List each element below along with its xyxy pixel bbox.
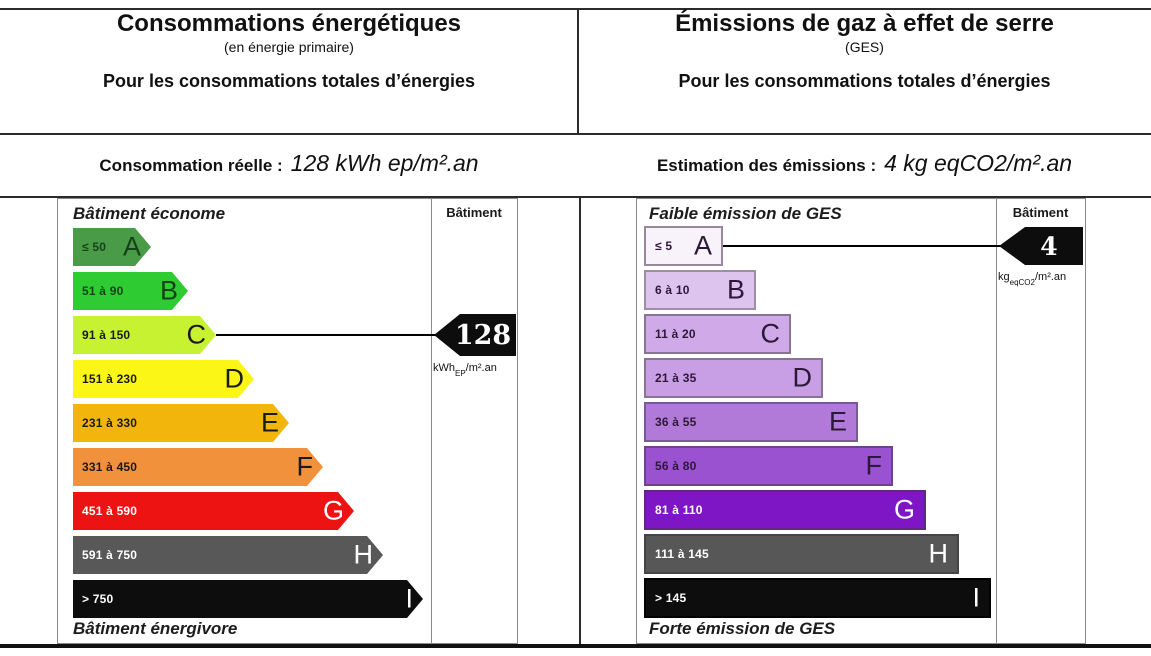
energy-chart-box: Bâtiment économe Bâtiment énergivore Bâtim… (57, 198, 518, 644)
energy-range-A: ≤ 50 (82, 240, 107, 254)
energy-header: Consommations énergétiques (en énergie p… (0, 10, 578, 92)
energy-reading-value: 128 kWh ep/m².an (290, 150, 479, 176)
energy-scope: Pour les consommations totales d’énergie… (102, 71, 476, 91)
energy-letter-G: G (322, 495, 344, 526)
energy-letter-H: H (353, 539, 373, 570)
ges-reading-label: Estimation des émissions : (656, 156, 877, 175)
ges-letter-A: A (693, 230, 712, 261)
energy-letter-D: D (224, 363, 244, 394)
energy-unit-part: /m².an (465, 362, 497, 374)
energy-letter-A: A (122, 231, 141, 262)
charts-divider (579, 196, 581, 648)
energy-reading: Consommation réelle : 128 kWh ep/m².an (0, 150, 578, 186)
header-divider (577, 8, 579, 135)
ges-title: Émissions de gaz à effet de serre (675, 10, 1054, 37)
ges-range-E: 36 à 55 (655, 415, 697, 429)
energy-unit-part: EP (455, 369, 466, 379)
ges-range-D: 21 à 35 (655, 371, 697, 385)
ges-header: Émissions de gaz à effet de serre (GES) … (578, 10, 1151, 92)
ges-range-G: 81 à 110 (655, 503, 703, 517)
energy-bar-I: > 750 I (73, 580, 423, 618)
ges-range-F: 56 à 80 (655, 459, 697, 473)
ges-letter-H: H (928, 538, 949, 569)
ges-letter-B: B (726, 274, 745, 305)
energy-range-I: > 750 (82, 592, 114, 606)
energy-unit-part: kWh (433, 362, 455, 374)
ges-bar-B: 6 à 10 B (644, 270, 756, 310)
ges-unit-part: /m².an (1034, 271, 1067, 283)
ges-letter-E: E (828, 406, 847, 437)
energy-letter-F: F (296, 451, 313, 482)
energy-indicator-value: 128 (454, 319, 512, 351)
energy-range-C: 91 à 150 (82, 328, 131, 342)
ges-indicator-line (723, 245, 1013, 247)
energy-top-label: Bâtiment économe (73, 204, 226, 223)
energy-column-divider (431, 199, 432, 643)
energy-unit-label: kWhEP/m².an (433, 362, 517, 379)
ges-letter-D: D (792, 362, 813, 393)
energy-letter-C: C (186, 319, 206, 350)
top-rule (0, 8, 1151, 10)
energy-bar-C: 91 à 150 C (73, 316, 216, 354)
ges-bottom-label: Forte émission de GES (649, 619, 836, 638)
energy-range-D: 151 à 230 (82, 372, 138, 386)
energy-range-G: 451 à 590 (82, 504, 138, 518)
ges-indicator-value: 4 (1040, 231, 1058, 261)
ges-bar-H: 111 à 145 H (644, 534, 959, 574)
ges-letter-F: F (865, 450, 883, 481)
energy-bar-G: 451 à 590 G (73, 492, 354, 530)
energy-range-B: 51 à 90 (82, 284, 124, 298)
ges-bar-E: 36 à 55 E (644, 402, 858, 442)
energy-title: Consommations énergétiques (116, 10, 462, 37)
ges-column-divider (996, 199, 997, 643)
ges-letter-G: G (893, 494, 915, 525)
energy-bar-E: 231 à 330 E (73, 404, 289, 442)
header-bottom-rule (0, 133, 1151, 135)
energy-range-H: 591 à 750 (82, 548, 138, 562)
energy-letter-B: B (159, 275, 178, 306)
energy-indicator-arrow: 128 (434, 314, 516, 356)
ges-range-A: ≤ 5 (655, 239, 673, 253)
energy-indicator-line (216, 334, 448, 336)
ges-bar-D: 21 à 35 D (644, 358, 823, 398)
ges-subtitle: (GES) (845, 39, 884, 55)
energy-range-F: 331 à 450 (82, 460, 138, 474)
energy-bar-F: 331 à 450 F (73, 448, 323, 486)
ges-top-label: Faible émission de GES (649, 204, 842, 223)
ges-unit-part: kg (998, 271, 1010, 283)
ges-column-header: Bâtiment (1012, 205, 1069, 220)
ges-indicator-arrow: 4 (999, 227, 1083, 265)
ges-letter-I: I (972, 582, 980, 613)
ges-reading: Estimation des émissions : 4 kg eqCO2/m²… (578, 150, 1151, 186)
energy-bottom-label: Bâtiment énergivore (73, 619, 238, 638)
ges-bar-I: > 145 I (644, 578, 991, 618)
ges-bar-C: 11 à 20 C (644, 314, 791, 354)
ges-range-H: 111 à 145 (655, 547, 709, 561)
bottom-rule (0, 644, 1151, 648)
energy-subtitle: (en énergie primaire) (224, 39, 354, 55)
energy-bar-B: 51 à 90 B (73, 272, 188, 310)
energy-column-header: Bâtiment (446, 205, 502, 220)
ges-unit-label: kgeqCO2/m².an (998, 271, 1085, 288)
ges-scope: Pour les consommations totales d’énergie… (678, 71, 1051, 91)
ges-chart-box: Faible émission de GES Forte émission de … (636, 198, 1086, 644)
energy-range-E: 231 à 330 (82, 416, 138, 430)
energy-bar-H: 591 à 750 H (73, 536, 383, 574)
energy-bar-D: 151 à 230 D (73, 360, 254, 398)
ges-letter-C: C (760, 318, 781, 349)
ges-range-I: > 145 (655, 591, 687, 605)
ges-bar-A: ≤ 5 A (644, 226, 723, 266)
energy-bar-A: ≤ 50 A (73, 228, 151, 266)
ges-range-B: 6 à 10 (655, 283, 690, 297)
energy-reading-label: Consommation réelle : (99, 156, 283, 175)
energy-letter-E: E (260, 407, 279, 438)
ges-bar-F: 56 à 80 F (644, 446, 893, 486)
energy-letter-I: I (405, 583, 413, 614)
ges-range-C: 11 à 20 (655, 327, 696, 341)
ges-unit-part: eqCO2 (1009, 278, 1035, 288)
ges-reading-value: 4 kg eqCO2/m².an (884, 150, 1073, 176)
charts-top-rule (0, 196, 1151, 198)
ges-bar-G: 81 à 110 G (644, 490, 926, 530)
